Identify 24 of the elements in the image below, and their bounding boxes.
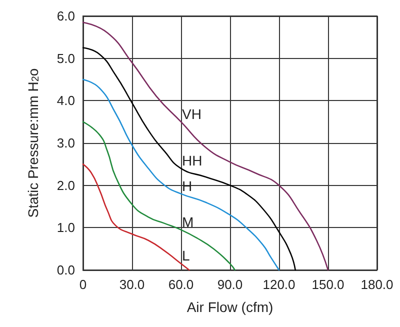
y-axis-title: Static Pressure:mm H2o <box>25 68 42 218</box>
y-tick-label: 4.0 <box>56 93 75 108</box>
line-series <box>82 121 236 271</box>
y-tick-label: 0.0 <box>56 262 75 278</box>
x-tick-label: 120.0 <box>262 277 296 292</box>
y-tick-label: 3.0 <box>56 136 75 150</box>
y-tick-label: 1.0 <box>56 220 75 236</box>
series-label: M <box>182 214 194 230</box>
x-tick-label: 30.0 <box>119 277 145 292</box>
x-tick-label: 60.0 <box>168 277 194 292</box>
line-series <box>82 22 329 271</box>
series-label: HH <box>182 152 202 168</box>
y-tick-label: 5.0 <box>56 50 75 66</box>
line-series <box>82 78 280 271</box>
y-tick-label: 2.0 <box>56 178 75 193</box>
x-tick-label: 0 <box>79 277 87 292</box>
line-series <box>82 47 296 271</box>
series-label: VH <box>182 106 202 122</box>
x-tick-label: 90.0 <box>217 277 243 292</box>
series-label: L <box>182 248 190 264</box>
x-tick-label: 180.0 <box>360 277 394 292</box>
x-axis-title: Air Flow (cfm) <box>186 299 274 315</box>
x-tick-label: 150.0 <box>312 277 344 292</box>
y-tick-label: 6.0 <box>56 8 75 24</box>
